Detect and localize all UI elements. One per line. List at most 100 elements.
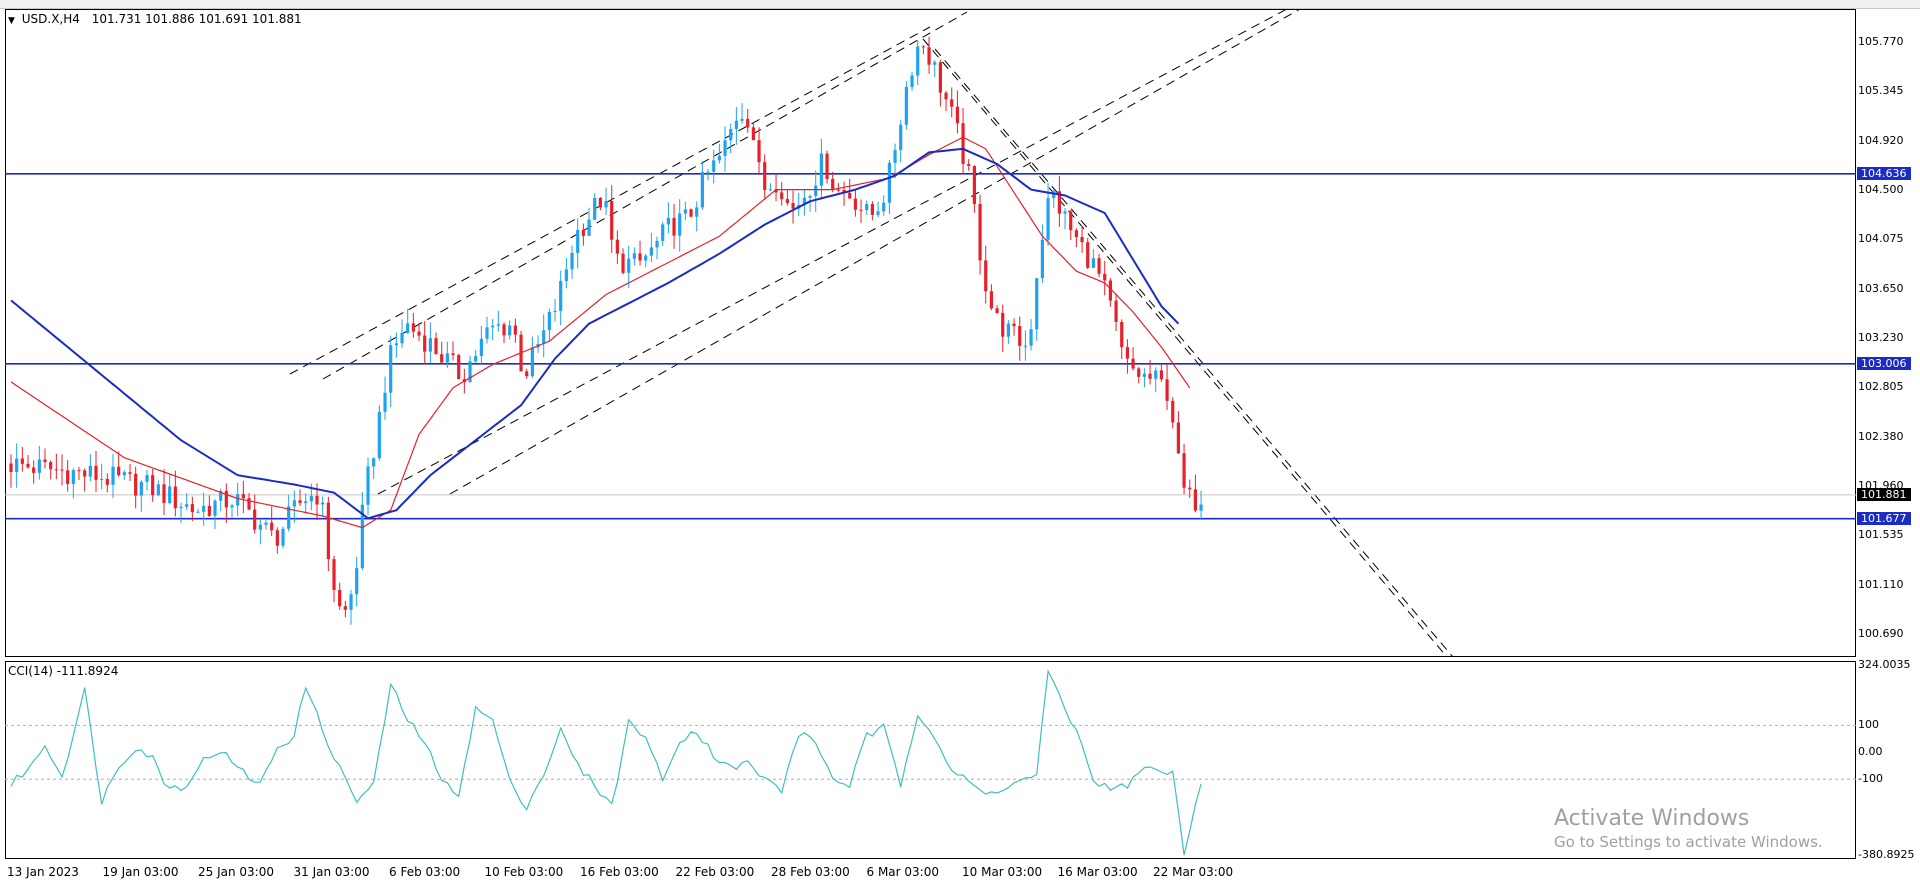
candle-body — [247, 498, 251, 510]
downtrend-line-a — [922, 38, 1448, 657]
candle-body — [100, 478, 104, 480]
candle — [1097, 253, 1101, 278]
price-axis[interactable]: 105.770 105.345 104.920 104.500 104.075 103.6… — [1856, 9, 1920, 657]
candle — [1176, 411, 1181, 454]
candle — [1120, 319, 1124, 360]
candle — [712, 149, 716, 184]
candle-body — [774, 189, 778, 193]
candle — [37, 445, 41, 480]
candle — [876, 201, 880, 218]
time-axis[interactable]: 13 Jan 2023 19 Jan 03:00 25 Jan 03:00 31 Ja… — [5, 860, 1856, 885]
price-tick-label: 105.345 — [1858, 84, 1904, 98]
candle — [100, 463, 104, 490]
price-tick-label: 104.920 — [1858, 133, 1904, 147]
candle — [661, 221, 665, 247]
candle-body — [689, 209, 693, 217]
candle-body — [836, 189, 840, 191]
candle-body — [921, 46, 925, 48]
candle-body — [338, 589, 342, 607]
candle — [513, 318, 517, 343]
cci-axis[interactable]: 324.0035 100 0.00 -100 -380.8925 — [1856, 658, 1920, 861]
time-tick-label: 22 Feb 03:00 — [675, 865, 755, 879]
candle — [819, 138, 823, 198]
window-top-strip — [0, 0, 1920, 9]
candle-body — [496, 324, 500, 326]
candle — [60, 454, 64, 486]
candle — [836, 183, 840, 193]
candle — [802, 189, 806, 216]
candle-body — [1142, 373, 1146, 377]
price-chart-panel[interactable] — [5, 9, 1856, 657]
candle-body — [1074, 230, 1078, 238]
candle-body — [831, 178, 835, 190]
time-tick-label: 6 Mar 03:00 — [866, 865, 940, 879]
candle — [933, 60, 937, 78]
dropdown-triangle-icon[interactable]: ▼ — [8, 16, 15, 26]
candle-body — [26, 463, 30, 468]
candle — [479, 325, 483, 364]
time-tick-label: 19 Jan 03:00 — [102, 865, 179, 879]
candle-body — [1193, 489, 1198, 511]
candle — [621, 248, 625, 275]
candle — [1199, 490, 1203, 520]
candle — [457, 353, 461, 380]
candle-body — [88, 465, 92, 477]
time-tick-label: 6 Feb 03:00 — [389, 865, 461, 879]
candle — [1114, 293, 1118, 332]
candle — [740, 103, 744, 124]
candle-body — [559, 280, 563, 311]
candle-body — [683, 209, 687, 214]
candle — [440, 341, 444, 364]
candle — [797, 192, 801, 216]
candle — [389, 335, 393, 408]
candle-body — [9, 463, 13, 473]
candle-body — [406, 323, 410, 334]
candle-body — [615, 239, 619, 254]
candle — [1103, 260, 1107, 296]
cci-panel[interactable] — [5, 661, 1856, 859]
candle-body — [1086, 242, 1090, 268]
candle — [94, 451, 98, 492]
candle-body — [349, 594, 353, 610]
activate-windows-watermark: Activate Windows Go to Settings to activ… — [1554, 806, 1823, 851]
candle — [213, 499, 217, 530]
candle-body — [1103, 273, 1107, 281]
candle — [162, 469, 166, 515]
candle-body — [893, 150, 897, 163]
candle — [434, 332, 438, 355]
candle — [1137, 366, 1141, 384]
price-tick-label: 101.110 — [1858, 577, 1904, 591]
candle — [1159, 364, 1164, 382]
candle-body — [717, 155, 721, 161]
price-tick-label: 101.535 — [1858, 528, 1904, 542]
candle — [1069, 209, 1073, 241]
channel-upper-line — [289, 26, 931, 375]
candle-body — [94, 465, 98, 480]
candle — [196, 508, 200, 514]
candle-body — [610, 200, 614, 240]
candle-body — [1182, 453, 1186, 488]
candle-body — [1120, 321, 1124, 348]
candle — [791, 190, 795, 224]
candle — [746, 108, 750, 133]
candle — [1131, 347, 1135, 371]
candle — [615, 230, 619, 265]
candle — [173, 470, 177, 517]
candle — [287, 494, 291, 532]
candle-body — [179, 506, 183, 509]
candle — [559, 270, 563, 326]
candle-body — [525, 371, 529, 377]
candle-body — [1080, 237, 1084, 243]
candle-body — [49, 462, 53, 470]
candle — [394, 332, 398, 358]
candle — [321, 496, 325, 517]
candle — [1001, 304, 1005, 352]
candle-body — [723, 140, 727, 156]
price-chart-svg[interactable] — [5, 9, 1856, 657]
price-tick-label: 100.690 — [1858, 626, 1904, 640]
candle — [270, 506, 274, 536]
candle-body — [270, 522, 274, 531]
candle-body — [1006, 323, 1010, 337]
candle-body — [1091, 258, 1095, 268]
cci-chart-svg[interactable] — [5, 661, 1856, 859]
